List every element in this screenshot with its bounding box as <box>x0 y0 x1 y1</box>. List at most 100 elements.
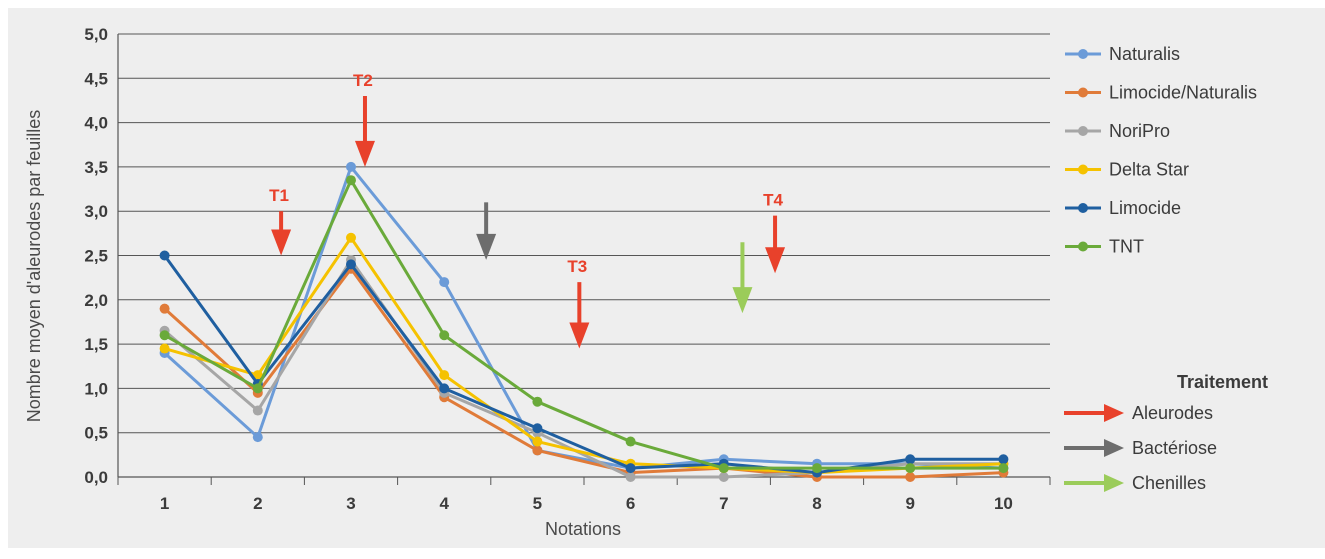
arrow-head <box>354 140 375 167</box>
treatment-arrow-aleurodes <box>765 215 786 274</box>
data-point <box>532 423 543 434</box>
x-tick-label: 9 <box>905 494 914 513</box>
data-point <box>718 463 729 474</box>
legend-label: Naturalis <box>1109 44 1180 64</box>
data-point <box>159 250 170 261</box>
treatment-arrow-aleurodes <box>271 211 292 256</box>
legend-label: Limocide/Naturalis <box>1109 83 1257 103</box>
series-line <box>163 178 1004 470</box>
data-point <box>625 472 636 482</box>
x-tick-label: 10 <box>994 494 1013 513</box>
treatment-legend-item: Aleurodes <box>1064 403 1213 423</box>
treatment-label: T3 <box>567 257 587 276</box>
legend-label: Limocide <box>1109 198 1181 218</box>
x-tick-label: 2 <box>253 494 262 513</box>
treatment-arrow-head <box>1104 439 1124 457</box>
data-point <box>439 330 450 341</box>
series-legend: Naturalis Limocide/Naturalis NoriPro Delta … <box>1065 44 1257 257</box>
series-line <box>163 254 1004 475</box>
data-point <box>252 370 263 381</box>
data-point <box>346 161 356 172</box>
treatment-arrow-aleurodes <box>354 96 375 167</box>
series-line <box>164 236 1004 475</box>
data-point <box>625 436 636 447</box>
treatment-legend: Traitement Aleurodes Bactériose Chenilles <box>1064 372 1268 493</box>
legend-label: NoriPro <box>1109 121 1170 141</box>
legend-swatch-marker <box>1078 203 1088 213</box>
data-point <box>812 463 822 474</box>
treatment-arrow-aleurodes <box>569 282 590 349</box>
series-line <box>163 165 1004 470</box>
y-tick-label: 0,5 <box>84 424 108 443</box>
y-tick-label: 2,0 <box>84 291 108 310</box>
data-point <box>439 383 450 394</box>
data-point <box>998 463 1009 474</box>
data-point <box>718 472 729 482</box>
data-point <box>905 472 916 482</box>
y-tick-label: 4,0 <box>84 114 108 133</box>
data-point <box>252 383 263 394</box>
y-tick-labels: 0,0 0,5 1,0 1,5 2,0 2,5 3,0 3,5 4,0 4,5 5,0 <box>84 25 108 487</box>
legend-item: Limocide/Naturalis <box>1065 83 1257 103</box>
data-point <box>905 463 916 474</box>
data-point <box>346 232 356 243</box>
legend-item: TNT <box>1065 237 1144 257</box>
chart-frame: 0,0 0,5 1,0 1,5 2,0 2,5 3,0 3,5 4,0 4,5 5,0 1 2 3 4 5 6… <box>8 8 1325 548</box>
series-lines <box>159 161 1009 482</box>
x-tick-label: 5 <box>533 494 542 513</box>
data-point <box>532 436 543 447</box>
data-point <box>159 330 170 341</box>
x-tick-label: 7 <box>719 494 728 513</box>
data-point <box>159 303 170 314</box>
arrow-head <box>732 287 753 314</box>
arrow-head <box>569 322 590 349</box>
legend-label: TNT <box>1109 237 1144 257</box>
x-axis-title: Notations <box>545 519 621 539</box>
series-line <box>163 258 1004 479</box>
data-point <box>346 259 356 270</box>
legend-swatch-marker <box>1078 164 1088 175</box>
x-tick-label: 8 <box>812 494 821 513</box>
series-tnt <box>159 175 1009 474</box>
legend-label: Delta Star <box>1109 160 1189 180</box>
legend-item: NoriPro <box>1065 121 1170 141</box>
line-chart: 0,0 0,5 1,0 1,5 2,0 2,5 3,0 3,5 4,0 4,5 5,0 1 2 3 4 5 6… <box>24 25 1268 539</box>
treatment-label: T4 <box>763 191 783 210</box>
arrow-head <box>476 233 497 260</box>
x-tick-label: 3 <box>346 494 355 513</box>
treatment-legend-item: Bactériose <box>1064 438 1217 458</box>
x-tick-label: 6 <box>626 494 635 513</box>
treatment-legend-label: Chenilles <box>1132 473 1206 493</box>
data-point <box>905 454 916 465</box>
legend-swatch-marker <box>1078 87 1088 98</box>
x-tick-label: 4 <box>439 494 449 513</box>
y-tick-label: 3,0 <box>84 202 108 221</box>
legend-swatch-marker <box>1078 126 1088 136</box>
treatment-legend-item: Chenilles <box>1064 473 1206 493</box>
y-tick-label: 3,5 <box>84 158 108 177</box>
legend-item: Limocide <box>1065 198 1181 218</box>
axes <box>117 34 1051 485</box>
y-tick-label: 2,5 <box>84 247 108 266</box>
treatment-arrow-bactériose <box>476 202 497 260</box>
legend-swatch-marker <box>1078 49 1088 59</box>
y-axis-title: Nombre moyen d'aleurodes par feuilles <box>24 110 44 423</box>
arrow-head <box>765 247 786 274</box>
arrow-head <box>271 229 292 256</box>
series-naturalis <box>159 161 1009 474</box>
treatment-legend-title: Traitement <box>1177 372 1268 392</box>
data-point <box>532 445 543 456</box>
x-tick-labels: 1 2 3 4 5 6 7 8 9 10 <box>160 494 1013 513</box>
data-point <box>159 343 170 354</box>
treatment-arrow-head <box>1104 404 1124 422</box>
legend-swatch-marker <box>1078 241 1088 252</box>
data-point <box>252 432 263 443</box>
treatment-legend-label: Bactériose <box>1132 438 1217 458</box>
treatment-arrow-head <box>1104 474 1124 492</box>
y-tick-label: 1,0 <box>84 379 108 398</box>
treatment-arrows: T1 T2 T3 T4 <box>269 71 786 349</box>
treatment-label: T2 <box>353 71 373 90</box>
legend-item: Naturalis <box>1065 44 1180 64</box>
treatment-legend-label: Aleurodes <box>1132 403 1213 423</box>
y-tick-label: 4,5 <box>84 69 108 88</box>
